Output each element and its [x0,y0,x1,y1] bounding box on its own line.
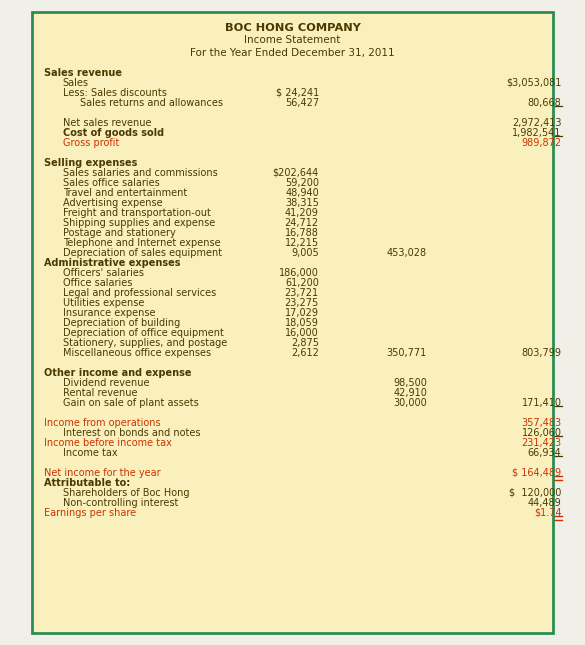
Text: 17,029: 17,029 [285,308,319,318]
Text: Depreciation of office equipment: Depreciation of office equipment [63,328,223,338]
Text: $ 164,489: $ 164,489 [512,468,562,478]
Text: Non-controlling interest: Non-controlling interest [63,498,178,508]
Text: 126,060: 126,060 [522,428,562,438]
Text: 66,934: 66,934 [528,448,562,458]
Text: 2,875: 2,875 [291,338,319,348]
Text: $3,053,081: $3,053,081 [506,77,562,88]
Text: 23,275: 23,275 [284,298,319,308]
Text: Insurance expense: Insurance expense [63,308,155,318]
Text: Office salaries: Office salaries [63,277,132,288]
Text: 186,000: 186,000 [279,268,319,278]
Text: $ 24,241: $ 24,241 [276,88,319,98]
Text: For the Year Ended December 31, 2011: For the Year Ended December 31, 2011 [190,48,395,59]
Text: Interest on bonds and notes: Interest on bonds and notes [63,428,200,438]
Text: Income before income tax: Income before income tax [44,437,172,448]
Text: 1,982,541: 1,982,541 [512,128,562,138]
Text: 41,209: 41,209 [285,208,319,218]
Text: Depreciation of sales equipment: Depreciation of sales equipment [63,248,222,258]
Text: Advertising expense: Advertising expense [63,197,162,208]
Text: Administrative expenses: Administrative expenses [44,257,180,268]
Text: 23,721: 23,721 [285,288,319,298]
Text: $1.74: $1.74 [534,508,562,518]
Text: Income tax: Income tax [63,448,117,458]
Text: Sales returns and allowances: Sales returns and allowances [80,97,223,108]
Text: Earnings per share: Earnings per share [44,508,136,518]
Text: 98,500: 98,500 [393,377,427,388]
Text: Dividend revenue: Dividend revenue [63,377,149,388]
Text: $  120,000: $ 120,000 [509,488,562,498]
Text: 16,000: 16,000 [285,328,319,338]
Text: 59,200: 59,200 [285,177,319,188]
Text: 30,000: 30,000 [393,397,427,408]
Text: 44,489: 44,489 [528,498,562,508]
Text: Depreciation of building: Depreciation of building [63,317,180,328]
Text: 42,910: 42,910 [393,388,427,398]
Text: 18,059: 18,059 [285,317,319,328]
Text: 16,788: 16,788 [285,228,319,238]
Text: Utilities expense: Utilities expense [63,298,144,308]
Text: Sales: Sales [63,77,88,88]
Text: $202,644: $202,644 [273,168,319,178]
Text: 38,315: 38,315 [285,197,319,208]
Text: Net sales revenue: Net sales revenue [63,117,151,128]
Text: Other income and expense: Other income and expense [44,368,191,378]
Text: 350,771: 350,771 [387,348,427,358]
Text: Telephone and Internet expense: Telephone and Internet expense [63,238,220,248]
Text: 2,612: 2,612 [291,348,319,358]
Text: 231,423: 231,423 [521,437,562,448]
Text: 56,427: 56,427 [285,97,319,108]
Text: Selling expenses: Selling expenses [44,157,137,168]
Text: Cost of goods sold: Cost of goods sold [63,128,164,138]
Text: Shipping supplies and expense: Shipping supplies and expense [63,217,215,228]
Text: Net income for the year: Net income for the year [44,468,160,478]
Text: 803,799: 803,799 [522,348,562,358]
Text: Stationery, supplies, and postage: Stationery, supplies, and postage [63,338,227,348]
Text: Gain on sale of plant assets: Gain on sale of plant assets [63,397,198,408]
Text: 171,410: 171,410 [522,397,562,408]
Text: Gross profit: Gross profit [63,138,119,148]
Text: Attributable to:: Attributable to: [44,477,130,488]
Text: Sales revenue: Sales revenue [44,68,122,78]
Text: Legal and professional services: Legal and professional services [63,288,216,298]
Text: 453,028: 453,028 [387,248,427,258]
Text: Officers' salaries: Officers' salaries [63,268,143,278]
Text: Travel and entertainment: Travel and entertainment [63,188,187,198]
Text: 2,972,413: 2,972,413 [512,117,562,128]
Text: 61,200: 61,200 [285,277,319,288]
Text: Sales salaries and commissions: Sales salaries and commissions [63,168,218,178]
Text: 80,668: 80,668 [528,97,562,108]
Text: 24,712: 24,712 [285,217,319,228]
Text: Rental revenue: Rental revenue [63,388,137,398]
Text: Sales office salaries: Sales office salaries [63,177,159,188]
Text: Miscellaneous office expenses: Miscellaneous office expenses [63,348,211,358]
Text: Shareholders of Boc Hong: Shareholders of Boc Hong [63,488,189,498]
Text: Income Statement: Income Statement [245,35,340,46]
Text: BOC HONG COMPANY: BOC HONG COMPANY [225,23,360,33]
Text: 9,005: 9,005 [291,248,319,258]
Text: 48,940: 48,940 [285,188,319,198]
Text: Postage and stationery: Postage and stationery [63,228,176,238]
Text: Income from operations: Income from operations [44,418,160,428]
Text: Less: Sales discounts: Less: Sales discounts [63,88,167,98]
Text: 12,215: 12,215 [285,238,319,248]
Text: 989,872: 989,872 [521,138,562,148]
Text: Freight and transportation-out: Freight and transportation-out [63,208,211,218]
Text: 357,483: 357,483 [521,418,562,428]
